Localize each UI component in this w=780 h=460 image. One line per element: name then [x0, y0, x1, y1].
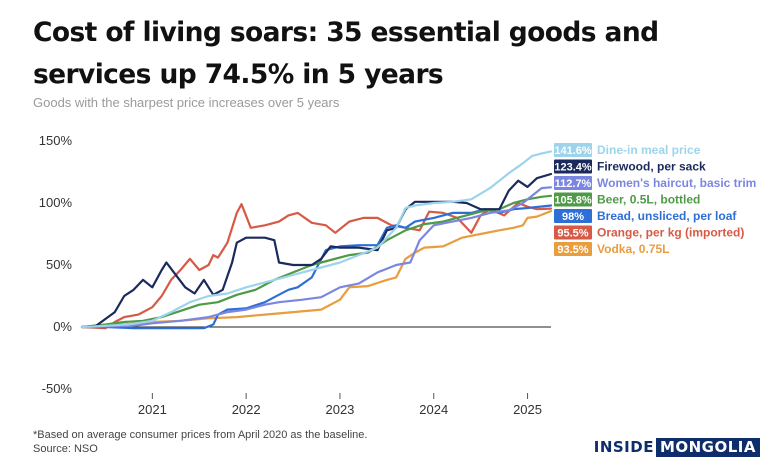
x-tick-label: 2025 — [513, 402, 542, 417]
end-value-label-bread-unsliced-per-loaf: 98% — [562, 211, 584, 223]
end-value-label-dine-in-meal-price: 141.6% — [554, 145, 592, 157]
legend-label-orange-per-kg-imported: Orange, per kg (imported) — [597, 226, 744, 240]
end-value-badge-dine-in-meal-price — [554, 143, 592, 157]
series-line-vodka-0-75l[interactable] — [80, 210, 553, 329]
end-value-badge-women-s-haircut-basic-trim — [554, 176, 592, 190]
baseline-note: *Based on average consumer prices from A… — [33, 429, 368, 441]
end-value-badge-vodka-0-75l — [554, 242, 592, 256]
x-tick-label: 2023 — [325, 402, 354, 417]
legend-label-dine-in-meal-price: Dine-in meal price — [597, 143, 701, 157]
brand-logo-part2: MONGOLIA — [655, 438, 760, 457]
series-line-firewood-per-sack[interactable] — [80, 172, 553, 329]
footnote: *Based on average consumer prices from A… — [33, 428, 367, 456]
brand-logo-part1: INSIDE — [593, 438, 654, 456]
chart-subtitle: Goods with the sharpest price increases … — [33, 95, 340, 110]
y-tick-label: -50% — [42, 381, 73, 396]
brand-logo: INSIDE MONGOLIA — [592, 438, 760, 457]
y-tick-label: 0% — [53, 319, 72, 334]
end-value-badge-beer-0-5l-bottled — [554, 192, 592, 207]
end-value-badge-firewood-per-sack — [554, 159, 592, 174]
x-tick-label: 2024 — [419, 402, 448, 417]
y-tick-label: 150% — [39, 133, 73, 148]
end-value-badge-orange-per-kg-imported — [554, 225, 592, 240]
series-line-bread-unsliced-per-loaf[interactable] — [80, 204, 553, 330]
series-line-women-s-haircut-basic-trim[interactable] — [80, 186, 553, 329]
chart-title: Cost of living soars: 35 essential goods… — [33, 17, 659, 90]
end-value-label-women-s-haircut-basic-trim: 112.7% — [555, 178, 592, 190]
legend-label-bread-unsliced-per-loaf: Bread, unsliced, per loaf — [597, 209, 737, 223]
end-value-label-firewood-per-sack: 123.4% — [554, 162, 592, 174]
x-tick-label: 2022 — [232, 402, 261, 417]
x-tick-label: 2021 — [138, 402, 167, 417]
y-tick-label: 50% — [46, 257, 72, 272]
source-note: Source: NSO — [33, 443, 98, 455]
legend-label-women-s-haircut-basic-trim: Women's haircut, basic trim — [597, 176, 756, 190]
series-line-orange-per-kg-imported[interactable] — [80, 201, 553, 330]
end-value-label-orange-per-kg-imported: 95.5% — [557, 228, 588, 240]
end-value-label-vodka-0-75l: 93.5% — [557, 244, 588, 256]
legend-label-beer-0-5l-bottled: Beer, 0.5L, bottled — [597, 193, 700, 207]
legend-label-firewood-per-sack: Firewood, per sack — [597, 160, 706, 174]
series-line-dine-in-meal-price[interactable] — [80, 150, 553, 329]
y-tick-label: 100% — [39, 195, 73, 210]
end-value-badge-bread-unsliced-per-loaf — [554, 209, 592, 223]
end-value-label-beer-0-5l-bottled: 105.8% — [554, 195, 592, 207]
legend-label-vodka-0-75l: Vodka, 0.75L — [597, 242, 669, 256]
